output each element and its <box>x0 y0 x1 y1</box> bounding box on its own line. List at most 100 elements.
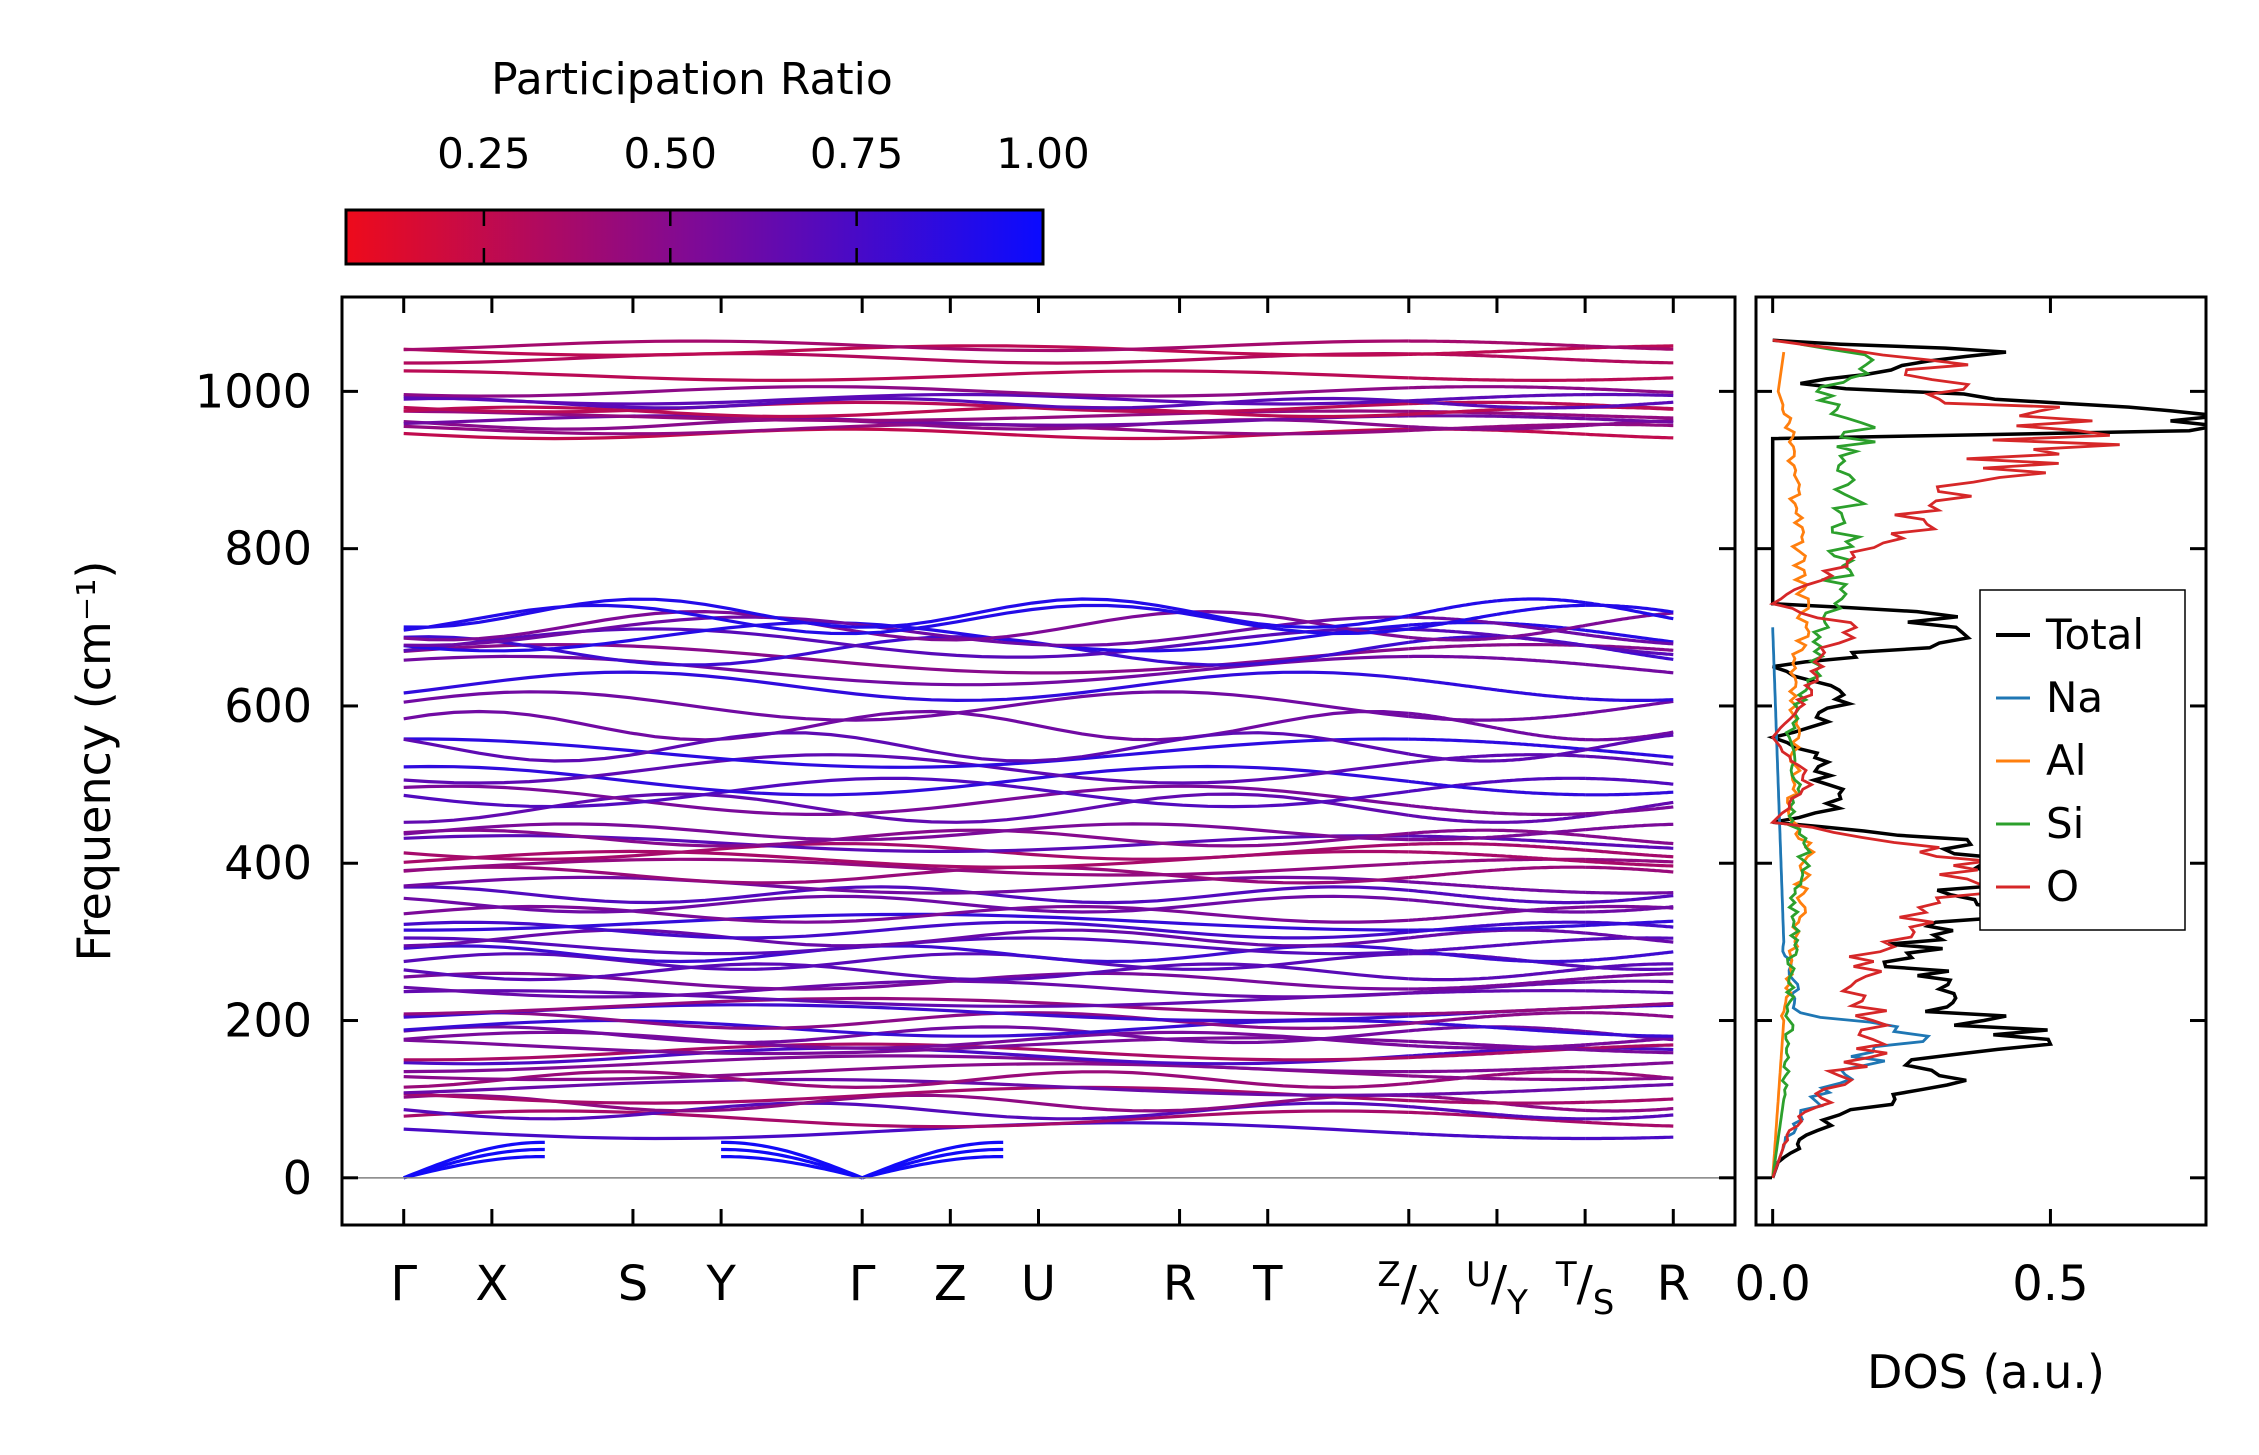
colorbar-fill <box>344 208 1045 266</box>
k-point-label: U/Y <box>1466 1255 1528 1323</box>
phonon-branch <box>1497 414 1586 421</box>
phonon-branch <box>403 369 1409 383</box>
dos-x-tick-label: 0.0 <box>1734 1256 1810 1312</box>
phonon-branch <box>1496 788 1586 797</box>
phonon-branch <box>1584 644 1674 657</box>
k-point-label: Γ <box>390 1256 417 1312</box>
phonon-branch <box>1497 1043 1586 1050</box>
acoustic-branch <box>861 1147 1004 1180</box>
phonon-branch <box>403 1025 1409 1045</box>
k-point-label: T/S <box>1555 1255 1615 1323</box>
phonon-branch <box>1496 976 1586 987</box>
phonon-branch <box>1585 1031 1674 1038</box>
phonon-branch <box>1585 890 1674 895</box>
dos-line-al <box>1771 351 1817 1178</box>
acoustic-branch <box>861 1140 1004 1180</box>
phonon-branch <box>1496 928 1586 935</box>
phonon-branch <box>1585 1076 1674 1082</box>
legend-label: O <box>2046 862 2079 911</box>
phonon-branch <box>1585 432 1674 440</box>
phonon-branch <box>403 385 1409 398</box>
phonon-branch <box>1408 395 1498 403</box>
phonon-branch <box>403 1109 1409 1129</box>
phonon-branch <box>1585 1097 1674 1104</box>
band-y-ticks: 0 200 400 600 800 1000 <box>195 364 1735 1205</box>
phonon-branch <box>1496 688 1586 701</box>
phonon-branch <box>1496 621 1586 637</box>
colorbar-tick-labels: 0.25 0.50 0.75 1.00 <box>437 129 1090 178</box>
phonon-branch <box>1496 1113 1586 1121</box>
phonon-branch <box>1408 943 1498 954</box>
band-ylabel: Frequency (cm⁻¹) <box>67 561 121 962</box>
phonon-branch <box>1585 392 1674 398</box>
phonon-branch <box>1496 405 1586 410</box>
phonon-branch <box>1408 898 1498 910</box>
phonon-branch <box>403 753 1409 785</box>
phonon-branch <box>1497 385 1586 391</box>
k-point-label: X <box>475 1256 508 1312</box>
phonon-branch <box>1408 813 1497 824</box>
phonon-branch <box>403 1036 1409 1056</box>
phonon-branch <box>1584 747 1674 759</box>
dos-x-ticks: 0.0 0.5 <box>1734 297 2089 1312</box>
phonon-branch <box>1496 920 1586 927</box>
phonon-branch <box>1496 428 1586 436</box>
phonon-branch <box>1496 854 1586 863</box>
phonon-branch <box>1408 408 1498 416</box>
phonon-branch <box>1496 865 1586 872</box>
phonon-branch <box>1496 842 1586 852</box>
phonon-branch <box>1585 413 1674 420</box>
phonon-branch <box>1408 835 1498 842</box>
phonon-branch <box>1497 1100 1586 1105</box>
phonon-branch <box>403 414 1409 427</box>
phonon-branch <box>1497 753 1586 758</box>
phonon-branch <box>403 709 1409 742</box>
phonon-branch <box>1408 399 1498 409</box>
phonon-branch <box>1496 923 1586 931</box>
phonon-branch <box>1496 811 1586 817</box>
colorbar-tick-label: 0.25 <box>437 129 531 178</box>
phonon-branch <box>1408 1044 1497 1050</box>
phonon-branch <box>403 784 1409 816</box>
dos-xlabel: DOS (a.u.) <box>1867 1345 2105 1399</box>
phonon-branch <box>1408 627 1498 637</box>
phonon-branch <box>1496 837 1586 846</box>
phonon-branch <box>1496 906 1586 914</box>
phonon-branch <box>1584 931 1674 944</box>
y-tick-label: 1000 <box>195 364 312 418</box>
dos-line-o <box>1768 338 2120 1179</box>
phonon-branch <box>1496 897 1586 905</box>
phonon-branch <box>1496 1026 1586 1035</box>
phonon-branch <box>1497 1135 1586 1141</box>
phonon-branch <box>1408 714 1497 722</box>
phonon-branch <box>403 339 1409 353</box>
phonon-branch <box>403 1030 1409 1050</box>
phonon-branch <box>1496 1070 1586 1077</box>
phonon-branch <box>1408 1051 1498 1060</box>
phonon-branch <box>1496 740 1586 751</box>
colorbar-tick-label: 1.00 <box>996 129 1090 178</box>
phonon-branch <box>1584 699 1674 715</box>
phonon-branch <box>1585 1001 1674 1010</box>
phonon-branch <box>1585 1113 1674 1121</box>
phonon-branch <box>1408 599 1498 618</box>
colorbar-tick-label: 0.75 <box>810 129 904 178</box>
legend-label: Na <box>2046 673 2103 722</box>
phonon-branch <box>403 1046 1409 1066</box>
phonon-branch <box>1496 656 1586 666</box>
phonon-branch <box>1408 643 1498 651</box>
colorbar-label: Participation Ratio <box>491 54 893 105</box>
phonon-branch <box>1408 803 1498 815</box>
acoustic-branch <box>403 1155 545 1180</box>
phonon-branch <box>1584 601 1674 621</box>
phonon-branch <box>1496 1065 1586 1072</box>
legend-label: Al <box>2046 736 2086 785</box>
phonon-branch <box>1585 1043 1674 1050</box>
phonon-branch <box>403 731 1410 763</box>
phonon-branch <box>1497 814 1586 824</box>
phonon-branch <box>1585 865 1674 874</box>
phonon-branch <box>403 392 1409 406</box>
legend-items: Total Na Al Si O <box>1996 610 2144 911</box>
phonon-branch <box>1584 733 1674 752</box>
phonon-branch <box>1585 358 1674 365</box>
